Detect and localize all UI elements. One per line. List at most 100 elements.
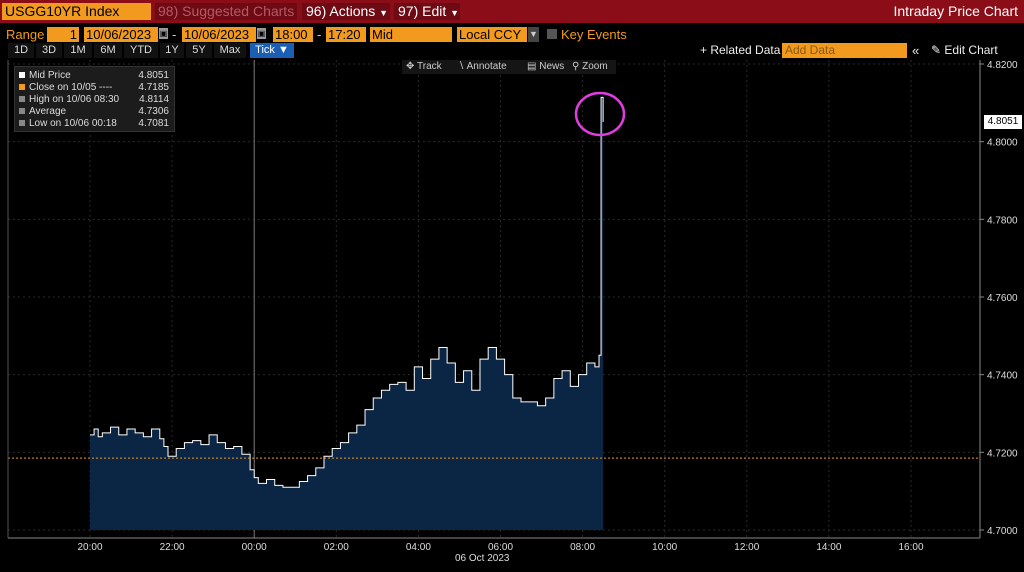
edit-num: 97) (398, 3, 419, 19)
y-tick-label: 4.8200 (987, 60, 1018, 71)
chart-toolbar (402, 60, 616, 74)
crosshair-icon: ✥ (406, 61, 415, 72)
news-tool[interactable]: ▤ News (527, 60, 564, 74)
legend-label: High on 10/06 08:30 (29, 94, 120, 105)
legend-value: 4.8114 (139, 94, 169, 105)
legend-swatch (19, 108, 25, 115)
price-line (90, 96, 604, 488)
legend-value: 4.7081 (138, 118, 169, 129)
y-tick-label: 4.7600 (987, 293, 1018, 304)
legend-swatch (19, 120, 25, 127)
legend-swatch (19, 96, 25, 103)
collapse-icon[interactable]: « (912, 43, 920, 58)
period-5y[interactable]: 5Y (186, 43, 212, 58)
x-tick-label: 16:00 (898, 542, 923, 553)
track-label: Track (417, 61, 442, 72)
price-type-select[interactable]: Mid (370, 27, 452, 42)
legend-label: Close on 10/05 ---- (29, 82, 113, 93)
x-tick-label: 12:00 (734, 542, 759, 553)
legend-label: Mid Price (29, 70, 71, 81)
x-tick-label: 00:00 (242, 542, 267, 553)
legend-label: Low on 10/06 00:18 (29, 118, 117, 129)
period-1y[interactable]: 1Y (160, 43, 184, 58)
suggested-num: 98) (158, 3, 179, 19)
chart-axes: 20:00 22:00 00:00 02:00 04:00 06:00 08:00 10:00… (7, 60, 1018, 553)
actions-menu-button[interactable]: 96) Actions ▼ (302, 3, 390, 20)
x-tick-label: 02:00 (324, 542, 349, 553)
legend-swatch (19, 84, 25, 91)
zoom-icon: ⚲ (572, 61, 580, 72)
legend-value: 4.7306 (138, 106, 169, 117)
legend-row: Mid Price 4.8051 (19, 70, 169, 82)
calendar-icon[interactable]: ▣ (257, 28, 266, 39)
x-tick-label: 10:00 (652, 542, 677, 553)
date-label: 06 Oct 2023 (455, 553, 510, 564)
annotate-icon: ∖ (458, 61, 465, 72)
legend-row: Low on 10/06 00:18 4.7081 (19, 118, 169, 130)
period-3d[interactable]: 3D (36, 43, 62, 58)
related-data-button[interactable]: + Related Data (700, 43, 781, 57)
price-area (8, 91, 980, 530)
legend-row: Close on 10/05 ---- 4.7185 (19, 82, 169, 94)
edit-chart-button[interactable]: ✎ Edit Chart (931, 43, 998, 58)
pencil-icon: ✎ (931, 43, 942, 57)
key-events-checkbox[interactable] (547, 29, 557, 39)
start-date-input[interactable]: 10/06/2023 (84, 27, 158, 42)
window-title: Intraday Price Chart (893, 3, 1019, 19)
price-area-fill (90, 97, 604, 530)
calendar-icon[interactable]: ▣ (159, 28, 168, 39)
legend-row: Average 4.7306 (19, 106, 169, 118)
legend-value: 4.8051 (138, 70, 169, 81)
period-6m[interactable]: 6M (94, 43, 122, 58)
x-tick-label: 22:00 (160, 542, 185, 553)
period-ytd[interactable]: YTD (124, 43, 158, 58)
x-tick-label: 08:00 (570, 542, 595, 553)
period-max[interactable]: Max (214, 43, 246, 58)
chevron-down-icon: ▼ (379, 8, 389, 18)
start-time-input[interactable]: 18:00 (273, 27, 313, 42)
ticker-field[interactable]: USGG10YR Index (2, 3, 151, 20)
key-events-label: Key Events (561, 27, 627, 42)
annotate-label: Annotate (466, 61, 507, 72)
currency-select[interactable]: Local CCY (457, 27, 527, 42)
range-dash: - (172, 27, 177, 42)
y-tick-label: 4.7800 (987, 215, 1018, 226)
range-label: Range (6, 27, 45, 42)
suggested-charts-button[interactable]: 98) Suggested Charts (155, 3, 297, 20)
end-time-input[interactable]: 17:20 (326, 27, 366, 42)
edit-label: Edit (422, 3, 447, 19)
suggested-label: Suggested Charts (182, 3, 295, 19)
y-tick-label: 4.7200 (987, 448, 1018, 459)
y-tick-label: 4.7000 (987, 526, 1018, 537)
time-dash: - (317, 27, 322, 42)
current-price-tag: 4.8051 (984, 115, 1022, 129)
edit-menu-button[interactable]: 97) Edit ▼ (394, 3, 460, 20)
chart-legend: Mid Price 4.8051 Close on 10/05 ---- 4.71… (14, 66, 175, 132)
add-data-input[interactable]: Add Data (782, 43, 907, 58)
annotate-tool[interactable]: ∖ Annotate (458, 60, 507, 74)
zoom-tool[interactable]: ⚲ Zoom (572, 60, 608, 74)
track-tool[interactable]: ✥ Track (406, 60, 442, 74)
legend-row: High on 10/06 08:30 4.8114 (19, 94, 169, 106)
zoom-label: Zoom (582, 61, 608, 72)
x-tick-label: 06:00 (488, 542, 513, 553)
legend-swatch (19, 72, 25, 79)
highlight-circle (574, 91, 626, 137)
news-icon: ▤ (527, 61, 537, 72)
period-tick[interactable]: Tick ▼ (250, 43, 294, 58)
period-1d[interactable]: 1D (8, 43, 34, 58)
edit-chart-label: Edit Chart (944, 43, 998, 57)
legend-value: 4.7185 (138, 82, 169, 93)
y-tick-label: 4.7400 (987, 371, 1018, 382)
y-tick-label: 4.8000 (987, 138, 1018, 149)
news-label: News (539, 61, 565, 72)
x-tick-label: 20:00 (77, 542, 102, 553)
period-1m[interactable]: 1M (64, 43, 92, 58)
actions-label: Actions (329, 3, 376, 19)
range-field[interactable]: 1 (47, 27, 79, 42)
end-date-input[interactable]: 10/06/2023 (182, 27, 256, 42)
chevron-down-icon: ▼ (450, 8, 460, 18)
x-tick-label: 04:00 (406, 542, 431, 553)
x-tick-label: 14:00 (816, 542, 841, 553)
chevron-down-icon[interactable]: ▼ (528, 27, 539, 42)
